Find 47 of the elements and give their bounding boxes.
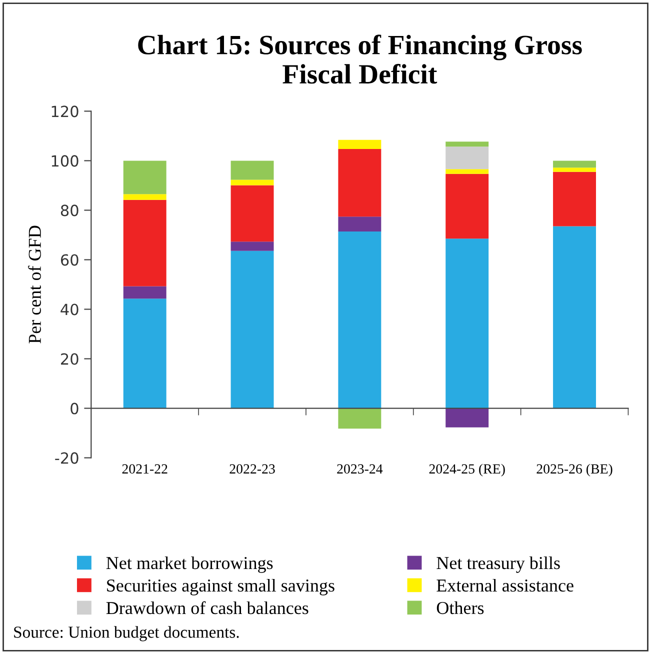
legend-label: Net market borrowings (106, 556, 273, 573)
bar (338, 232, 382, 408)
bar (446, 174, 489, 239)
legend-label: Securities against small savings (107, 578, 334, 596)
bar (553, 168, 596, 172)
y-tick-label: 100 (52, 155, 78, 167)
bar (338, 408, 382, 429)
source-note: Source: Union budget documents. (14, 626, 239, 642)
y-tick-label: 20 (61, 353, 78, 365)
bar (446, 169, 489, 174)
bar (446, 408, 489, 428)
bar (553, 226, 596, 408)
legend-label: Others (436, 601, 484, 614)
y-tick-label: 80 (60, 204, 78, 216)
legend-label: Drawdown of cash balances (106, 601, 308, 614)
x-tick-label: 2025-26 (BE) (536, 464, 612, 476)
y-axis-title: Per cent of GFD (28, 226, 41, 344)
bar (123, 160, 166, 194)
bar (338, 216, 382, 232)
bar (230, 185, 274, 242)
bar (123, 298, 166, 408)
y-tick-label: 0 (70, 402, 78, 414)
bar (446, 238, 489, 408)
bar (230, 250, 274, 408)
x-tick-label: 2022-23 (230, 464, 275, 474)
bar (553, 172, 596, 226)
bar (123, 194, 166, 200)
bar (338, 149, 382, 217)
bar (338, 140, 382, 150)
y-tick-label: 120 (52, 106, 78, 118)
bar (553, 160, 596, 168)
legend-label: Net treasury bills (436, 556, 560, 573)
x-tick-label: 2021-22 (122, 464, 168, 474)
y-tick-label: -20 (55, 452, 78, 464)
bar (230, 180, 274, 186)
y-tick-label: 60 (60, 254, 78, 266)
bar (230, 242, 274, 251)
chart-title: Chart 15: Sources of Financing Gross Fiscal Deficit (138, 34, 582, 84)
x-tick-label: 2023-24 (337, 464, 383, 474)
legend-label: External assistance (436, 578, 574, 592)
bar (123, 286, 166, 299)
bar (446, 142, 489, 147)
bar (446, 146, 489, 170)
bar (123, 200, 166, 286)
x-tick-label: 2024-25 (RE) (429, 464, 505, 476)
bar (230, 160, 274, 180)
y-tick-label: 40 (60, 304, 78, 316)
